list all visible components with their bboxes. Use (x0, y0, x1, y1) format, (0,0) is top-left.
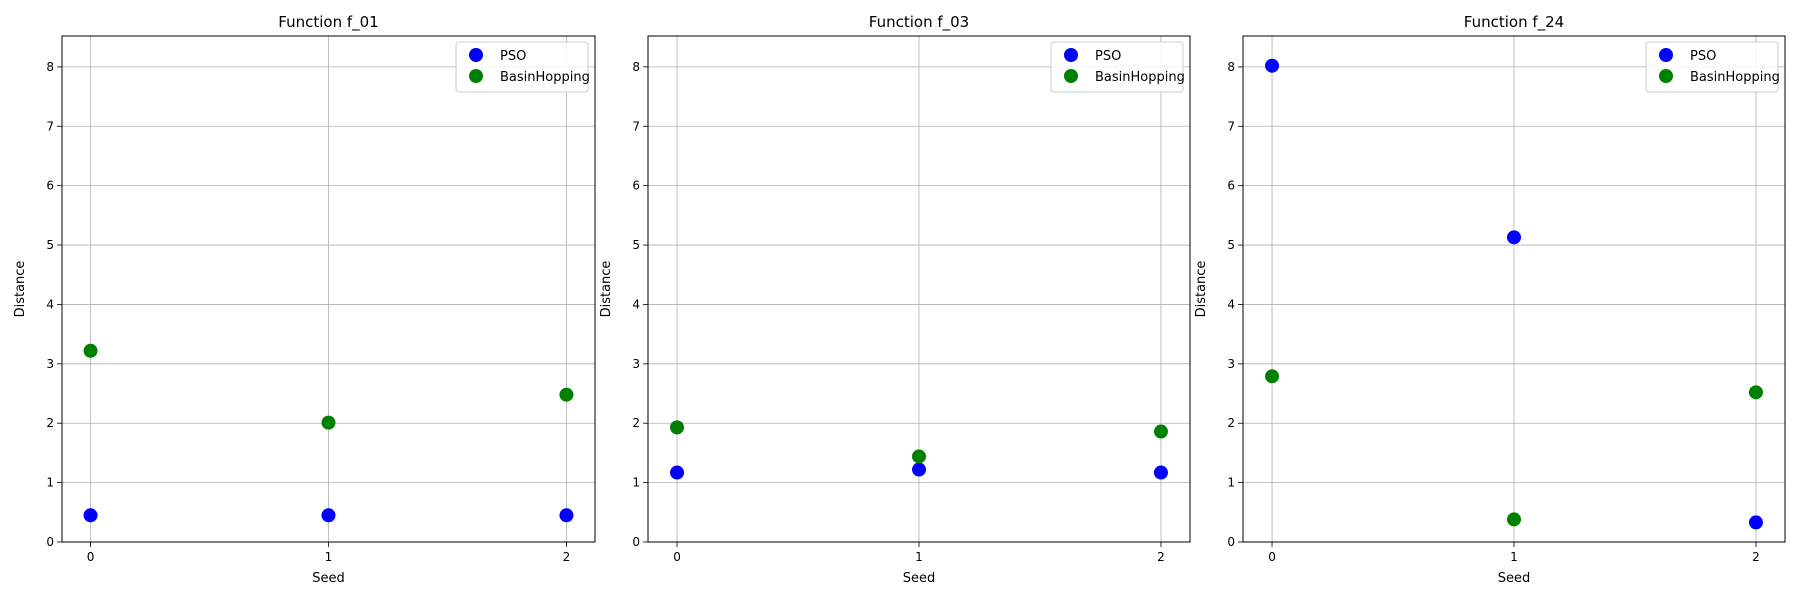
x-tick-label: 2 (1157, 550, 1165, 564)
legend-marker-basinhopping (1659, 69, 1673, 83)
data-point-basinhopping (1265, 369, 1280, 384)
data-point-pso (1153, 465, 1168, 480)
y-tick-label: 4 (46, 297, 54, 311)
legend-label: PSO (1095, 49, 1121, 64)
data-point-basinhopping (321, 415, 336, 430)
legend-marker-pso (469, 48, 483, 62)
legend-marker-pso (1659, 48, 1673, 62)
y-tick-label: 4 (632, 297, 640, 311)
x-axis-label: Seed (903, 571, 936, 586)
legend-label: PSO (500, 49, 526, 64)
y-tick-label: 1 (1227, 476, 1235, 490)
y-tick-label: 0 (46, 535, 54, 549)
y-tick-label: 0 (632, 535, 640, 549)
data-point-pso (912, 462, 926, 477)
x-tick-label: 2 (1752, 550, 1760, 564)
y-tick-label: 8 (1227, 60, 1235, 74)
y-tick-label: 1 (632, 476, 640, 490)
x-tick-label: 2 (563, 550, 571, 564)
legend-label: PSO (1690, 49, 1716, 64)
x-tick-label: 0 (673, 550, 681, 564)
chart-title: Function f_24 (1464, 13, 1564, 32)
y-tick-label: 8 (632, 60, 640, 74)
axes-frame (1242, 35, 1786, 543)
y-axis-label: Distance (599, 261, 614, 318)
y-tick-label: 8 (46, 60, 54, 74)
y-axis-label: Distance (13, 261, 28, 318)
y-axis-label: Distance (1194, 261, 1209, 318)
legend-marker-basinhopping (469, 69, 483, 83)
data-point-basinhopping (670, 420, 685, 435)
chart-title: Function f_03 (869, 13, 969, 32)
data-point-pso (559, 508, 574, 523)
y-tick-label: 2 (46, 416, 54, 430)
axes-frame (647, 35, 1191, 543)
legend-marker-basinhopping (1064, 69, 1078, 83)
data-point-pso (83, 508, 98, 523)
x-axis-label: Seed (1498, 571, 1531, 586)
y-tick-label: 5 (1227, 238, 1235, 252)
y-tick-label: 5 (46, 238, 54, 252)
data-point-pso (1265, 58, 1280, 73)
y-tick-label: 3 (46, 357, 54, 371)
y-tick-label: 3 (1227, 357, 1235, 371)
data-point-basinhopping (1153, 424, 1168, 439)
x-tick-label: 0 (1268, 550, 1276, 564)
chart-title: Function f_01 (278, 13, 378, 32)
data-point-pso (1748, 515, 1763, 530)
y-tick-label: 6 (632, 179, 640, 193)
chart-panel-3: 0 1 2 3 4 5 6 7 8 0 1 2 Function f_24 Seed Distance PSO… (1194, 13, 1786, 586)
chart-panel-1: 0 1 2 3 4 5 6 7 8 0 1 2 Function f_01 Seed Distance PSO… (13, 13, 596, 586)
legend-label: BasinHopping (1095, 70, 1185, 85)
data-point-pso (321, 508, 336, 523)
legend-box (455, 41, 589, 93)
legend-label: BasinHopping (500, 70, 590, 85)
y-tick-label: 2 (632, 416, 640, 430)
y-tick-label: 7 (1227, 119, 1235, 133)
y-tick-label: 0 (1227, 535, 1235, 549)
data-point-pso (1507, 230, 1521, 245)
x-tick-label: 0 (87, 550, 95, 564)
x-tick-label: 1 (325, 550, 333, 564)
chart-panel-2: 0 1 2 3 4 5 6 7 8 0 1 2 Function f_03 Seed Distance PSO… (599, 13, 1191, 586)
y-tick-label: 5 (632, 238, 640, 252)
data-point-basinhopping (1748, 385, 1763, 400)
y-tick-label: 6 (46, 179, 54, 193)
data-point-basinhopping (83, 343, 98, 358)
y-tick-label: 1 (46, 476, 54, 490)
y-tick-label: 7 (46, 119, 54, 133)
y-tick-label: 3 (632, 357, 640, 371)
legend-marker-pso (1064, 48, 1078, 62)
data-point-basinhopping (912, 449, 926, 464)
legend-label: BasinHopping (1690, 70, 1780, 85)
y-tick-label: 2 (1227, 416, 1235, 430)
data-point-pso (670, 465, 685, 480)
y-tick-label: 6 (1227, 179, 1235, 193)
y-tick-label: 7 (632, 119, 640, 133)
y-tick-label: 4 (1227, 297, 1235, 311)
x-tick-label: 1 (1510, 550, 1518, 564)
data-point-basinhopping (559, 387, 574, 402)
legend-box (1645, 41, 1779, 93)
x-tick-label: 1 (915, 550, 923, 564)
legend-box (1050, 41, 1184, 93)
axes-frame (61, 35, 596, 543)
x-axis-label: Seed (312, 571, 345, 586)
data-point-basinhopping (1507, 512, 1521, 527)
